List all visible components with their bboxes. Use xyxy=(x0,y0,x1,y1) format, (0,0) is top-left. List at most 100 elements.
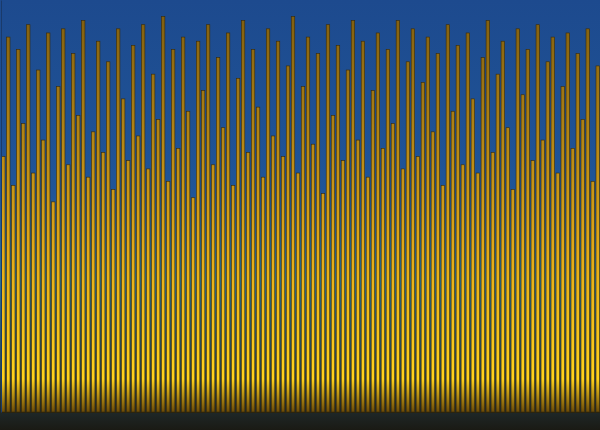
bar xyxy=(41,140,44,412)
bar xyxy=(406,62,409,412)
bar xyxy=(121,99,124,412)
bar xyxy=(111,190,114,412)
bar xyxy=(481,58,484,412)
bar xyxy=(81,21,84,412)
bar xyxy=(201,91,204,412)
bar xyxy=(591,181,594,412)
bar xyxy=(71,54,74,412)
bar xyxy=(361,41,364,412)
bar xyxy=(236,78,239,412)
bar xyxy=(401,169,404,412)
bar xyxy=(521,95,524,412)
bar xyxy=(471,99,474,412)
bar xyxy=(36,70,39,412)
bar xyxy=(101,152,104,412)
bar xyxy=(461,165,464,412)
bar xyxy=(96,41,99,412)
bar xyxy=(211,165,214,412)
bar xyxy=(551,37,554,412)
bar xyxy=(336,45,339,412)
bar xyxy=(221,128,224,412)
bar xyxy=(496,74,499,412)
bar xyxy=(131,45,134,412)
bar xyxy=(346,70,349,412)
bar xyxy=(331,115,334,412)
bar xyxy=(166,181,169,412)
bar xyxy=(381,148,384,412)
bar xyxy=(371,91,374,412)
bar xyxy=(191,198,194,412)
bar xyxy=(91,132,94,412)
bar xyxy=(61,29,64,412)
bar xyxy=(141,25,144,412)
bar xyxy=(416,157,419,412)
bar xyxy=(1,157,4,412)
bar xyxy=(421,82,424,412)
bar xyxy=(21,124,24,412)
bar xyxy=(491,152,494,412)
bar xyxy=(146,169,149,412)
bar xyxy=(531,161,534,412)
bar xyxy=(16,49,19,412)
bar xyxy=(326,25,329,412)
bar xyxy=(356,140,359,412)
bar xyxy=(271,136,274,412)
y-axis-line xyxy=(1,1,2,413)
background xyxy=(0,0,600,430)
bar xyxy=(126,161,129,412)
bar xyxy=(256,107,259,412)
bar xyxy=(11,185,14,412)
bar xyxy=(51,202,54,412)
bar xyxy=(576,54,579,412)
bar xyxy=(251,49,254,412)
bar xyxy=(486,21,489,412)
bar xyxy=(266,29,269,412)
bar xyxy=(546,62,549,412)
bar xyxy=(511,190,514,412)
bar xyxy=(411,29,414,412)
bar xyxy=(366,177,369,412)
bar xyxy=(376,33,379,412)
bar xyxy=(156,119,159,412)
bar xyxy=(516,29,519,412)
bar xyxy=(311,144,314,412)
bar xyxy=(286,66,289,412)
bar xyxy=(281,157,284,412)
bar xyxy=(301,87,304,412)
bar xyxy=(106,62,109,412)
bar xyxy=(441,185,444,412)
bar xyxy=(161,16,164,412)
bar xyxy=(596,66,599,412)
bar xyxy=(181,37,184,412)
bar xyxy=(586,29,589,412)
bar xyxy=(426,37,429,412)
bar xyxy=(386,49,389,412)
plot xyxy=(1,1,600,413)
bar xyxy=(561,87,564,412)
bar xyxy=(456,45,459,412)
bar xyxy=(86,177,89,412)
bars xyxy=(1,16,599,412)
bar xyxy=(216,58,219,412)
x-axis xyxy=(2,412,600,413)
bar xyxy=(226,33,229,412)
bar xyxy=(136,136,139,412)
bar xyxy=(476,173,479,412)
bar xyxy=(501,41,504,412)
bar xyxy=(351,21,354,412)
bar xyxy=(581,119,584,412)
bar xyxy=(396,21,399,412)
bar xyxy=(306,37,309,412)
bar xyxy=(231,185,234,412)
bar xyxy=(196,41,199,412)
bar xyxy=(466,33,469,412)
bar xyxy=(446,25,449,412)
bar xyxy=(116,29,119,412)
bar xyxy=(261,177,264,412)
bar xyxy=(76,115,79,412)
bar xyxy=(436,54,439,412)
bar xyxy=(171,49,174,412)
bar xyxy=(451,111,454,412)
bar xyxy=(176,148,179,412)
bar xyxy=(31,173,34,412)
